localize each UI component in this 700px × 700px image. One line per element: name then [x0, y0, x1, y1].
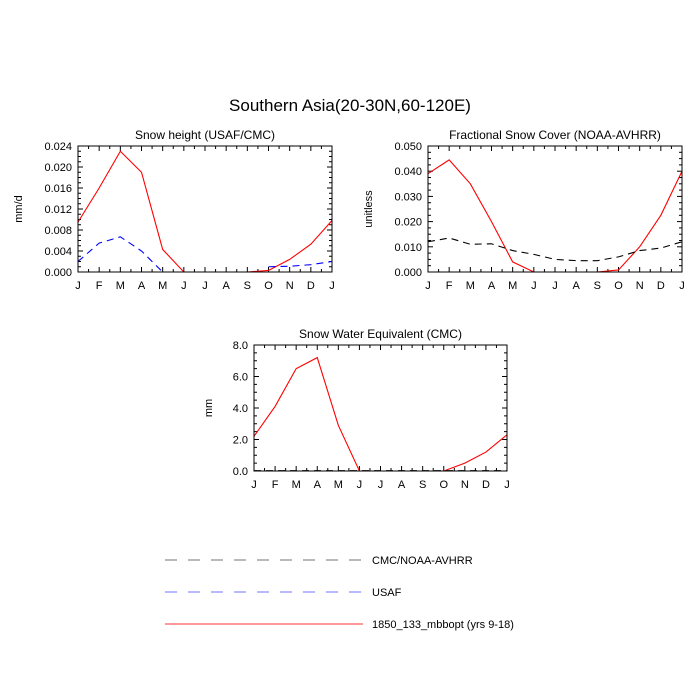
panel-title: Snow Water Equivalent (CMC)	[299, 327, 462, 341]
y-axis-label: mm/d	[13, 195, 25, 223]
y-ticks	[78, 145, 332, 273]
x-tick-label: M	[466, 280, 475, 292]
panel-title: Fractional Snow Cover (NOAA-AVHRR)	[449, 128, 661, 142]
x-ticks	[427, 146, 683, 272]
plot-frame	[253, 344, 508, 472]
x-tick-label: A	[222, 280, 230, 292]
x-tick-label: D	[657, 280, 665, 292]
series-line-1850-133-mbbopt-yrs-9-18	[253, 356, 508, 472]
x-tick-label: O	[264, 280, 273, 292]
y-tick-label: 0.030	[394, 191, 422, 203]
legend-label: USAF	[372, 587, 402, 599]
x-ticks	[253, 345, 508, 471]
y-tick-label: 2.0	[233, 435, 248, 447]
x-tick-label: J	[679, 280, 685, 292]
y-tick-label: 0.004	[44, 246, 72, 258]
x-tick-label: S	[244, 280, 251, 292]
x-tick-label: F	[272, 479, 279, 491]
panel-title: Snow height (USAF/CMC)	[135, 128, 275, 142]
x-tick-label: F	[446, 280, 453, 292]
y-tick-label: 0.000	[44, 267, 72, 279]
x-tick-label: J	[75, 280, 81, 292]
x-tick-label: J	[378, 479, 384, 491]
x-tick-label: A	[572, 280, 580, 292]
x-tick-label: O	[614, 280, 623, 292]
y-tick-label: 0.016	[44, 183, 72, 195]
y-tick-label: 0.020	[394, 217, 422, 229]
y-tick-label: 0.012	[44, 204, 72, 216]
x-tick-label: M	[158, 280, 167, 292]
x-tick-label: M	[334, 479, 343, 491]
x-tick-label: D	[307, 280, 315, 292]
y-tick-label: 0.0	[233, 466, 248, 478]
legend-label: CMC/NOAA-AVHRR	[372, 555, 473, 567]
x-tick-label: J	[329, 280, 335, 292]
y-tick-label: 0.024	[44, 141, 72, 153]
x-tick-label: D	[482, 479, 490, 491]
x-tick-label: O	[439, 479, 448, 491]
x-tick-label: J	[531, 280, 537, 292]
y-ticks	[428, 145, 682, 273]
series-line-usaf	[77, 236, 333, 273]
x-tick-label: J	[425, 280, 431, 292]
series-line-1850-133-mbbopt-yrs-9-18	[427, 159, 683, 273]
legend: CMC/NOAA-AVHRR USAF 1850_133_mbbopt (yrs 9…	[165, 555, 514, 631]
y-tick-label: 0.008	[44, 225, 72, 237]
y-axis-label: mm	[203, 399, 215, 417]
y-tick-label: 6.0	[233, 372, 248, 384]
legend-label: 1850_133_mbbopt (yrs 9-18)	[372, 619, 514, 631]
x-tick-label: M	[116, 280, 125, 292]
x-tick-label: S	[594, 280, 601, 292]
y-tick-label: 0.020	[44, 162, 72, 174]
x-tick-label: J	[552, 280, 558, 292]
x-tick-label: N	[636, 280, 644, 292]
chart-panel-1: Snow height (USAF/CMC)mm/dJ F M A M J J A S O N D J0…	[13, 128, 335, 292]
series-line-cmc-noaa-avhrr	[427, 237, 683, 262]
y-tick-label: 0.000	[394, 267, 422, 279]
x-tick-label: M	[292, 479, 301, 491]
x-tick-label: J	[357, 479, 363, 491]
x-tick-label: S	[419, 479, 426, 491]
y-tick-label: 4.0	[233, 403, 248, 415]
x-tick-label: A	[488, 280, 496, 292]
x-tick-label: J	[181, 280, 187, 292]
y-tick-label: 0.040	[394, 166, 422, 178]
series-line-1850-133-mbbopt-yrs-9-18	[77, 150, 333, 273]
x-tick-label: A	[398, 479, 406, 491]
y-tick-label: 8.0	[233, 340, 248, 352]
x-tick-label: J	[202, 280, 208, 292]
plot-frame	[427, 145, 683, 273]
figure-title: Southern Asia(20-30N,60-120E)	[229, 96, 471, 115]
x-tick-label: N	[461, 479, 469, 491]
x-tick-label: M	[508, 280, 517, 292]
chart-panels: Snow height (USAF/CMC)mm/dJ F M A M J J A S O N D J0…	[13, 128, 685, 491]
y-tick-label: 0.050	[394, 141, 422, 153]
x-tick-label: A	[138, 280, 146, 292]
y-tick-label: 0.010	[394, 242, 422, 254]
x-tick-label: F	[96, 280, 103, 292]
y-axis-label: unitless	[363, 190, 375, 228]
x-tick-label: A	[314, 479, 322, 491]
chart-panel-3: Snow Water Equivalent (CMC)mmJ F M A M J J A S O N…	[203, 327, 510, 491]
x-ticks	[77, 146, 333, 272]
chart-panel-2: Fractional Snow Cover (NOAA-AVHRR) unitle…	[363, 128, 685, 292]
y-ticks	[254, 344, 507, 472]
plot-frame	[77, 145, 333, 273]
x-tick-label: N	[286, 280, 294, 292]
x-tick-label: J	[251, 479, 257, 491]
x-tick-label: J	[504, 479, 510, 491]
